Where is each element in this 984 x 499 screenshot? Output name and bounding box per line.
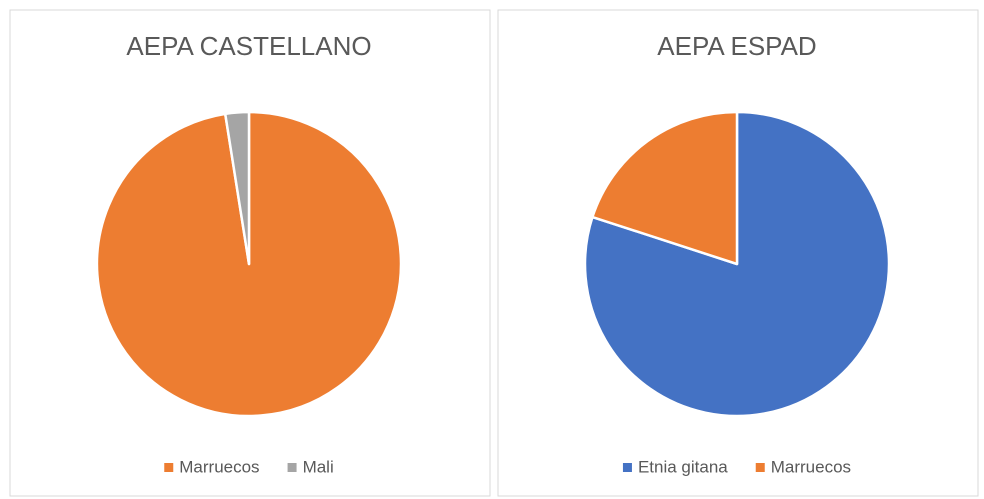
legend-swatch	[164, 463, 174, 472]
chart-title: AEPA ESPAD	[657, 31, 816, 61]
legend-swatch	[755, 463, 765, 472]
legend-label: Marruecos	[179, 457, 259, 476]
legend-label: Mali	[303, 457, 334, 476]
pie-slice	[591, 110, 739, 266]
legend-swatch	[622, 463, 632, 472]
legend-label: Marruecos	[771, 457, 851, 476]
legend-label: Etnia gitana	[638, 457, 728, 476]
chart-title: AEPA CASTELLANO	[126, 31, 371, 61]
legend-swatch	[287, 463, 297, 472]
pie-slice	[223, 110, 251, 266]
